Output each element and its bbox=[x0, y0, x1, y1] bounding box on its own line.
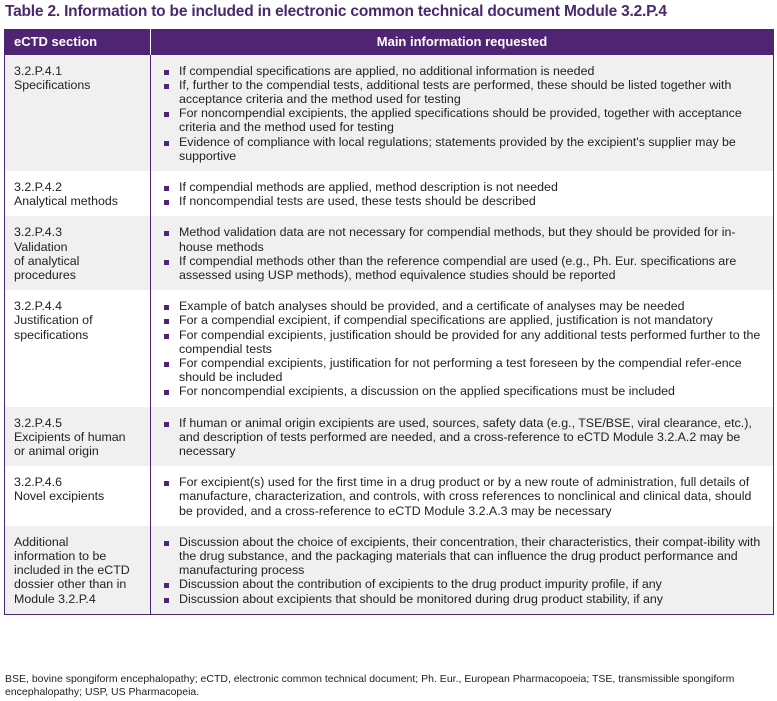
table-row: 3.2.P.4.6 Novel excipients For excipient(s… bbox=[4, 466, 774, 526]
section-cell: 3.2.P.4.4 Justification of specifications bbox=[4, 290, 151, 407]
section-line: Module 3.2.P.4 bbox=[14, 591, 96, 606]
section-line: 3.2.P.4.1 bbox=[14, 63, 63, 78]
header-main-information: Main information requested bbox=[150, 29, 774, 55]
section-line: 3.2.P.4.3 bbox=[14, 225, 63, 240]
section-line: 3.2.P.4.6 bbox=[14, 475, 63, 490]
header-row: eCTD section Main information requested bbox=[4, 29, 774, 55]
info-cell: If human or animal origin excipients are… bbox=[150, 406, 774, 467]
info-cell: Discussion about the choice of excipient… bbox=[150, 525, 774, 615]
info-list: Method validation data are not necessary… bbox=[161, 225, 764, 282]
section-line: of analytical bbox=[14, 253, 80, 268]
info-list: Discussion about the choice of excipient… bbox=[161, 535, 764, 606]
table-row: 3.2.P.4.5 Excipients of human or animal or… bbox=[4, 406, 774, 467]
list-item: If, further to the compendial tests, add… bbox=[161, 78, 764, 106]
table-row: Additional information to be included in t… bbox=[4, 525, 774, 615]
info-cell: Example of batch analyses should be prov… bbox=[151, 290, 774, 406]
section-line: 3.2.P.4.2 bbox=[14, 179, 63, 194]
section-cell: 3.2.P.4.5 Excipients of human or animal or… bbox=[4, 406, 151, 467]
info-list: If human or animal origin excipients are… bbox=[161, 416, 764, 459]
table-row: 3.2.P.4.2 Analytical methods If compendial… bbox=[4, 170, 774, 217]
section-cell: 3.2.P.4.2 Analytical methods bbox=[4, 170, 151, 217]
list-item: Discussion about the contribution of exc… bbox=[161, 577, 764, 591]
info-list: If compendial methods are applied, metho… bbox=[161, 180, 764, 208]
section-line: information to be bbox=[14, 548, 107, 563]
footnote: BSE, bovine spongiform encephalopathy; e… bbox=[5, 673, 735, 698]
section-line: specifications bbox=[14, 327, 89, 342]
header-ectd-section: eCTD section bbox=[4, 29, 151, 55]
list-item: For noncompendial excipients, a discussi… bbox=[161, 384, 764, 398]
list-item: If noncompendial tests are used, these t… bbox=[161, 194, 764, 208]
section-line: Specifications bbox=[14, 77, 91, 92]
list-item: If compendial methods are applied, metho… bbox=[161, 180, 764, 194]
table-title: Table 2. Information to be included in e… bbox=[5, 3, 667, 20]
section-cell: 3.2.P.4.6 Novel excipients bbox=[4, 466, 151, 526]
list-item: Example of batch analyses should be prov… bbox=[161, 299, 764, 313]
section-line: procedures bbox=[14, 267, 76, 282]
list-item: Discussion about the choice of excipient… bbox=[161, 535, 764, 578]
info-list: If compendial specifications are applied… bbox=[161, 64, 764, 163]
table-row: 3.2.P.4.4 Justification of specifications E… bbox=[4, 290, 774, 407]
table-row: 3.2.P.4.1 Specifications If compendial spe… bbox=[4, 54, 774, 171]
section-line: Additional bbox=[14, 534, 69, 549]
section-line: 3.2.P.4.4 bbox=[14, 299, 63, 314]
list-item: Evidence of compliance with local regula… bbox=[161, 135, 764, 163]
section-line: Justification of bbox=[14, 313, 93, 328]
list-item: For excipient(s) used for the first time… bbox=[161, 475, 764, 518]
list-item: If compendial methods other than the ref… bbox=[161, 254, 764, 282]
list-item: Discussion about excipients that should … bbox=[161, 592, 764, 606]
section-line: 3.2.P.4.5 bbox=[14, 415, 63, 430]
section-line: Novel excipients bbox=[14, 489, 105, 504]
section-line: Analytical methods bbox=[14, 194, 118, 209]
table-row: 3.2.P.4.3 Validation of analytical procedur… bbox=[4, 216, 774, 291]
list-item: If human or animal origin excipients are… bbox=[161, 416, 764, 459]
info-cell: Method validation data are not necessary… bbox=[150, 216, 774, 291]
info-list: Example of batch analyses should be prov… bbox=[161, 299, 764, 398]
list-item: For noncompendial excipients, the applie… bbox=[161, 106, 764, 134]
list-item: For a compendial excipient, if compendia… bbox=[161, 313, 764, 327]
info-cell: For excipient(s) used for the first time… bbox=[151, 466, 774, 526]
info-cell: If compendial methods are applied, metho… bbox=[151, 171, 774, 216]
list-item: Method validation data are not necessary… bbox=[161, 225, 764, 254]
section-line: dossier other than in bbox=[14, 577, 127, 592]
section-cell: 3.2.P.4.1 Specifications bbox=[4, 54, 151, 171]
list-item: For compendial excipients, justification… bbox=[161, 328, 764, 356]
list-item: If compendial specifications are applied… bbox=[161, 64, 764, 78]
section-line: or animal origin bbox=[14, 443, 99, 458]
info-cell: If compendial specifications are applied… bbox=[150, 54, 774, 171]
section-cell: 3.2.P.4.3 Validation of analytical procedur… bbox=[4, 216, 151, 291]
section-cell: Additional information to be included in t… bbox=[4, 525, 151, 615]
info-list: For excipient(s) used for the first time… bbox=[161, 475, 764, 518]
list-item: For compendial excipients, justification… bbox=[161, 356, 764, 384]
ectd-table: eCTD section Main information requested … bbox=[4, 29, 774, 615]
section-line: Validation bbox=[14, 239, 68, 254]
section-line: Excipients of human bbox=[14, 429, 126, 444]
section-line: included in the eCTD bbox=[14, 563, 130, 578]
